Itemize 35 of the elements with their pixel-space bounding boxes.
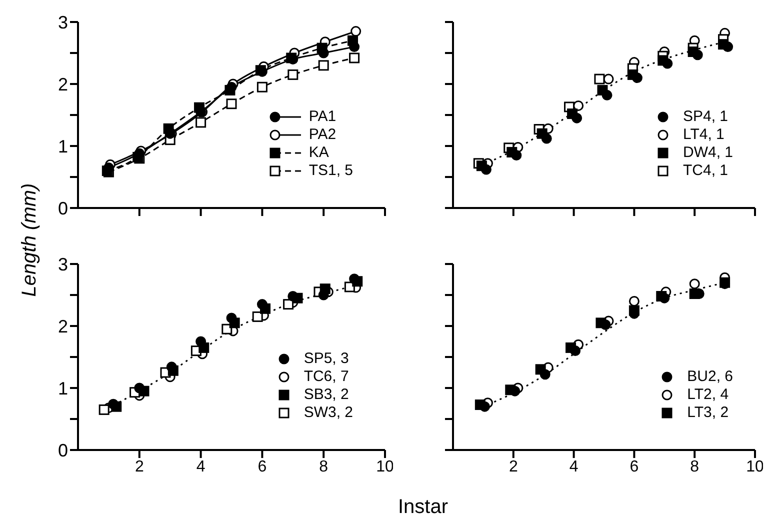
y-tick-label: 1 bbox=[58, 136, 68, 156]
legend-label: KA bbox=[308, 144, 329, 162]
legend-label: PA2 bbox=[308, 126, 336, 144]
x-tick-label: 6 bbox=[630, 458, 639, 476]
legend-label: SP5, 3 bbox=[304, 350, 349, 368]
x-tick-label: 2 bbox=[134, 458, 144, 476]
y-tick-label: 3 bbox=[58, 254, 68, 274]
y-tick-label: 2 bbox=[58, 74, 68, 94]
legend-label: LT2, 4 bbox=[687, 386, 729, 404]
y-tick-label: 2 bbox=[58, 316, 68, 336]
legend-label: TS1, 5 bbox=[308, 162, 353, 180]
legend-label: BU2, 6 bbox=[687, 368, 733, 386]
legend-label: TC4, 1 bbox=[682, 162, 728, 180]
x-tick-label: 10 bbox=[376, 458, 394, 476]
x-axis-title: Instar bbox=[398, 496, 448, 519]
legend-label: LT3, 2 bbox=[687, 404, 729, 422]
x-tick-label: 8 bbox=[690, 458, 700, 476]
y-tick-label: 1 bbox=[58, 378, 68, 398]
legend-label: SP4, 1 bbox=[682, 108, 728, 126]
legend-label: DW4, 1 bbox=[682, 144, 733, 162]
legend-label: TC6, 7 bbox=[304, 368, 349, 386]
y-tick-label: 3 bbox=[58, 12, 68, 32]
x-tick-label: 8 bbox=[319, 458, 328, 476]
x-tick-label: 4 bbox=[196, 458, 206, 476]
x-tick-label: 10 bbox=[746, 458, 764, 476]
y-axis-title: Length (mm) bbox=[18, 183, 42, 297]
legend-label: SW3, 2 bbox=[304, 404, 353, 422]
legend-label: SB3, 2 bbox=[304, 386, 349, 404]
legend-label: LT4, 1 bbox=[682, 126, 724, 144]
x-tick-label: 6 bbox=[258, 458, 267, 476]
y-tick-label: 0 bbox=[58, 440, 68, 460]
legend-label: PA1 bbox=[308, 108, 336, 126]
x-tick-label: 4 bbox=[569, 458, 578, 476]
x-tick-label: 2 bbox=[508, 458, 518, 476]
y-tick-label: 0 bbox=[58, 198, 68, 218]
